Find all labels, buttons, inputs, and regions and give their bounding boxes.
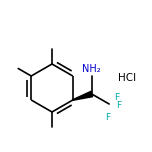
Text: NH₂: NH₂ — [83, 64, 101, 74]
Text: F: F — [105, 113, 111, 122]
Polygon shape — [73, 91, 93, 100]
Text: F: F — [116, 100, 121, 109]
Text: F: F — [114, 93, 119, 102]
Text: HCl: HCl — [118, 73, 136, 83]
